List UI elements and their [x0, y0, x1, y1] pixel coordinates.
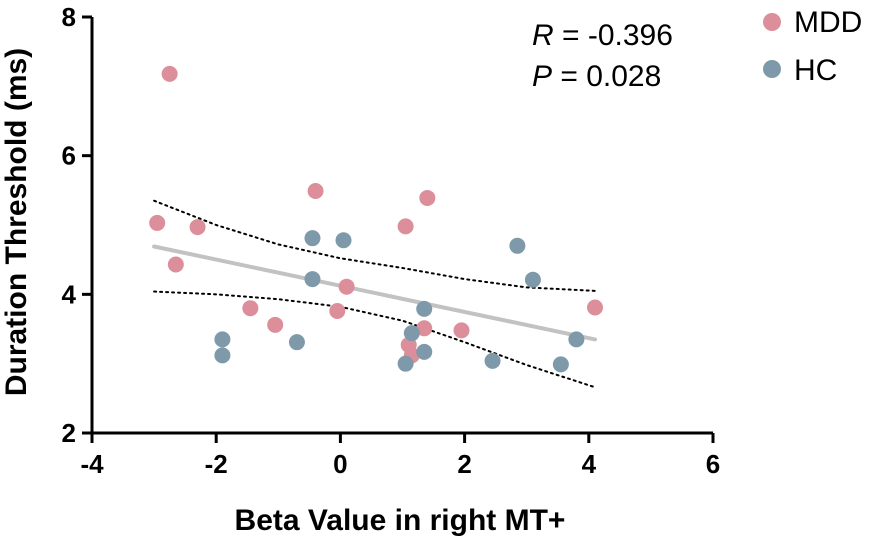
- mdd-point: [149, 214, 166, 231]
- mdd-point: [419, 189, 436, 206]
- x-tick-label: 6: [706, 449, 720, 479]
- r-value: = -0.396: [554, 19, 673, 52]
- mdd-point: [167, 256, 184, 273]
- mdd-point: [329, 302, 346, 319]
- r-label: R: [532, 19, 554, 52]
- confidence-band-lower: [153, 290, 597, 389]
- hc-point: [403, 325, 420, 342]
- regression-line: [152, 244, 598, 342]
- hc-point: [288, 334, 305, 351]
- mdd-point: [587, 299, 604, 316]
- x-tick-label: 2: [457, 449, 471, 479]
- y-tick-label: 2: [62, 418, 76, 448]
- legend-mdd-marker: [763, 13, 781, 31]
- x-tick-label: 4: [582, 449, 597, 479]
- y-axis-title: Duration Threshold (ms): [0, 48, 33, 396]
- hc-point: [416, 343, 433, 360]
- mdd-point: [267, 316, 284, 333]
- legend-hc-marker: [763, 60, 781, 78]
- hc-point: [304, 230, 321, 247]
- hc-point: [509, 237, 526, 254]
- p-label: P: [532, 60, 552, 93]
- legend: MDD HC: [763, 6, 862, 87]
- data-points: [149, 65, 604, 373]
- hc-point: [552, 356, 569, 373]
- mdd-point: [189, 219, 206, 236]
- hc-point: [335, 232, 352, 249]
- p-value: = 0.028: [552, 60, 661, 93]
- x-tick-label: 0: [333, 449, 347, 479]
- hc-point: [397, 355, 414, 372]
- hc-point: [416, 300, 433, 317]
- x-tick-label: -4: [80, 449, 104, 479]
- y-tick-label: 6: [62, 141, 76, 171]
- y-tick-label: 4: [62, 279, 77, 309]
- hc-point: [304, 271, 321, 288]
- mdd-point: [453, 322, 470, 339]
- hc-point: [524, 271, 541, 288]
- mdd-point: [307, 183, 324, 200]
- confidence-band-upper: [153, 199, 597, 292]
- axis-ticks: -4 -2 0 2 4 6 2 4 6 8: [62, 2, 721, 479]
- hc-point: [214, 347, 231, 364]
- mdd-point: [416, 320, 433, 337]
- confidence-band: [153, 199, 597, 389]
- x-axis-title: Beta Value in right MT+: [235, 504, 566, 537]
- y-tick-label: 8: [62, 2, 76, 32]
- hc-point: [484, 352, 501, 369]
- p-annotation: P = 0.028: [532, 60, 661, 93]
- legend-mdd-label: MDD: [794, 6, 862, 39]
- mdd-point: [397, 218, 414, 235]
- mdd-point: [338, 278, 355, 295]
- mdd-point: [242, 300, 259, 317]
- x-tick-label: -2: [205, 449, 228, 479]
- r-annotation: R = -0.396: [532, 19, 673, 52]
- hc-point: [214, 331, 231, 348]
- mdd-point: [161, 65, 178, 82]
- legend-hc-label: HC: [794, 54, 837, 87]
- hc-point: [568, 331, 585, 348]
